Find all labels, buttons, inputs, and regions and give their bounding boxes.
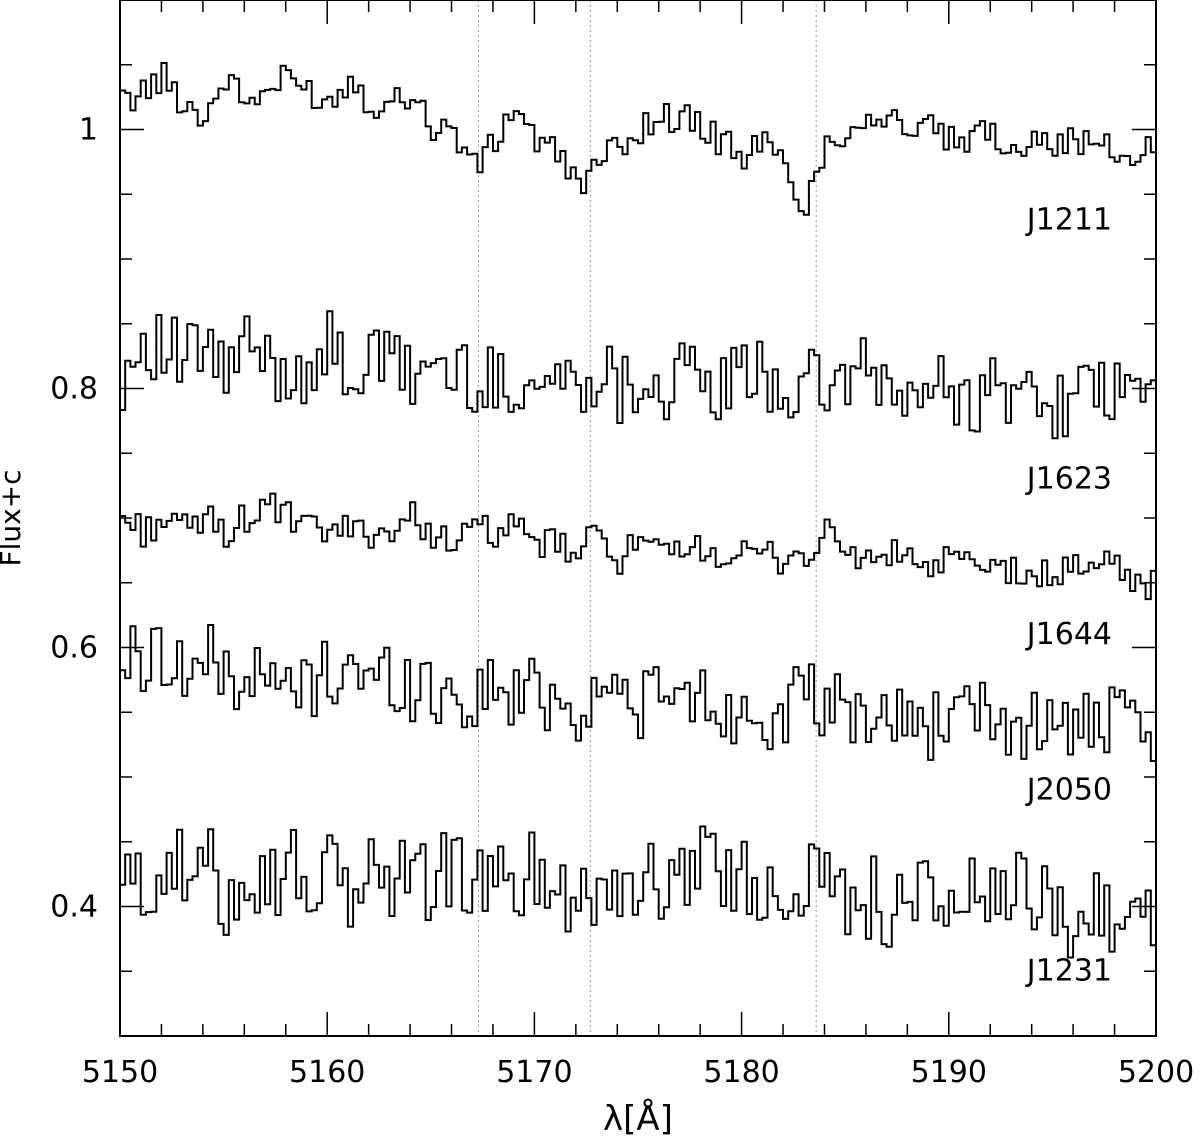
y-tick-label: 0.6 <box>50 631 98 666</box>
x-tick-label: 5200 <box>1118 1055 1194 1090</box>
series-label-J1644: J1644 <box>1025 617 1112 652</box>
tick-labels: 5150 5160 5170 5180 5190 5200 0.4 0.6 0.8 1 <box>50 113 1194 1091</box>
y-tick-label: 0.8 <box>50 372 98 407</box>
x-tick-label: 5160 <box>289 1055 365 1090</box>
x-tick-label: 5150 <box>82 1055 158 1090</box>
series-label-J1623: J1623 <box>1025 462 1112 497</box>
axis-ticks <box>119 0 1157 1037</box>
x-tick-label: 5170 <box>496 1055 572 1090</box>
series-line-J1231 <box>120 825 1156 959</box>
series-line-J1644 <box>120 492 1156 601</box>
y-tick-label: 0.4 <box>50 890 98 925</box>
y-tick-label: 1 <box>79 113 98 148</box>
series-line-J1211 <box>120 62 1156 216</box>
series-label-J1231: J1231 <box>1025 954 1112 989</box>
x-tick-label: 5190 <box>911 1055 987 1090</box>
series-line-J2050 <box>120 624 1156 762</box>
y-axis-label: Flux+c <box>0 469 27 566</box>
x-axis-label: λ[Å] <box>603 1098 673 1138</box>
series-label-J2050: J2050 <box>1025 772 1112 807</box>
series-layer: J1211 J1623 J1644 J2050 J1231 <box>120 62 1156 989</box>
x-tick-label: 5180 <box>703 1055 779 1090</box>
series-label-J1211: J1211 <box>1025 203 1112 238</box>
series-line-J1623 <box>120 310 1156 440</box>
